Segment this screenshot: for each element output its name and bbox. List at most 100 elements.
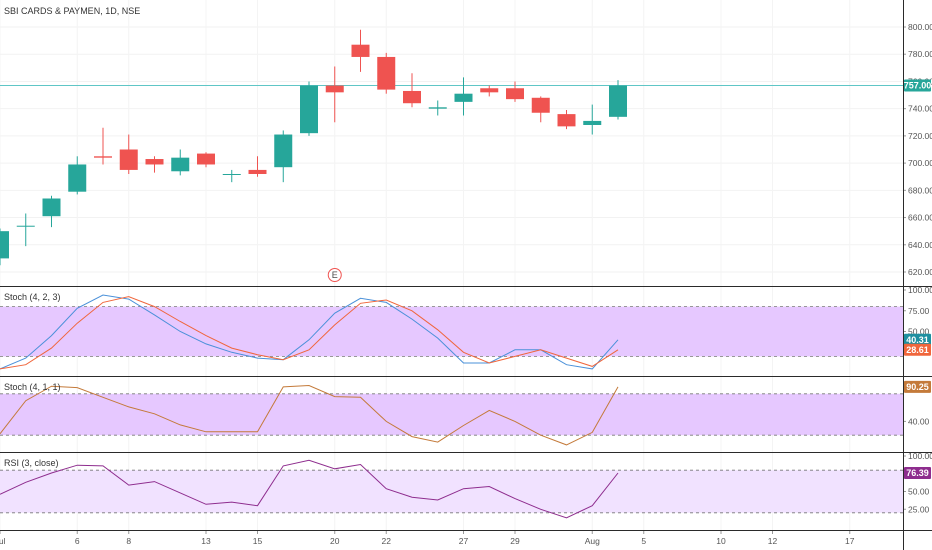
indicator-band <box>0 393 903 436</box>
candle <box>300 81 318 136</box>
candle <box>0 228 9 266</box>
candle-body <box>16 225 35 227</box>
time-tick-label: 27 <box>459 536 469 546</box>
candle-body <box>557 114 576 127</box>
candle-body <box>428 107 447 109</box>
time-tick-label: 22 <box>382 536 392 546</box>
indicator-value-badge-text: 40.31 <box>906 335 929 345</box>
candle <box>16 213 35 247</box>
indicator-value-badge: 28.61 <box>904 343 931 356</box>
candle <box>428 100 447 116</box>
candle-body <box>609 85 627 117</box>
indicator-series-line <box>0 384 619 446</box>
candle <box>171 149 190 176</box>
candle <box>145 156 164 173</box>
candle <box>325 66 344 123</box>
price-gridlines <box>0 0 903 530</box>
price-tick-label: 680.00 <box>908 185 932 195</box>
indicator-tick-label: 40.00 <box>908 416 930 426</box>
indicator-value-badge: 76.39 <box>904 467 931 480</box>
candle-body <box>480 88 499 93</box>
indicator-tick-label: 100.00 <box>908 285 932 295</box>
price-axis[interactable]: 620.00 640.00 660.00 680.00 700.00 720.00 740.… <box>903 22 932 277</box>
time-tick-label: 8 <box>126 536 131 546</box>
candle <box>94 127 112 165</box>
time-tick-label: 20 <box>330 536 340 546</box>
price-tick-label: 620.00 <box>908 267 932 277</box>
price-tick-label: 640.00 <box>908 240 932 250</box>
candle <box>197 152 215 168</box>
indicator-tick-label: 75.00 <box>908 306 930 316</box>
candle <box>531 96 550 123</box>
candle-body <box>454 93 473 102</box>
indicator-tick-label: 25.00 <box>908 504 930 514</box>
indicator-tick-label: 50.00 <box>908 327 930 337</box>
indicator-band <box>0 306 903 357</box>
candle-body <box>197 153 215 165</box>
indicator-value-badge-bg <box>904 380 931 393</box>
candle <box>480 85 499 97</box>
time-tick-label: 10 <box>716 536 726 546</box>
time-tick-label: 15 <box>253 536 263 546</box>
candle-body <box>119 149 138 170</box>
rsi-title: RSI (3, close) <box>4 458 59 468</box>
candle <box>454 77 473 116</box>
candle <box>68 156 87 195</box>
candle-body <box>222 174 241 175</box>
time-tick-label: Aug <box>585 536 600 546</box>
candle <box>557 110 576 130</box>
candle <box>222 169 241 183</box>
indicator-value-badge-bg <box>904 467 931 480</box>
price-tick-label: 720.00 <box>908 131 932 141</box>
candle-body <box>68 164 87 192</box>
candle-body <box>171 157 190 172</box>
candle-body <box>583 120 602 125</box>
stoch-411-pane[interactable]: 40.00 90.25 Stoch (4, 1, 1) <box>0 380 931 446</box>
indicator-series-line <box>0 294 619 370</box>
price-tick-label: 800.00 <box>908 22 932 32</box>
candle-body <box>42 198 61 217</box>
earnings-event-marker[interactable]: E <box>327 268 342 282</box>
time-tick-label: 5 <box>641 536 646 546</box>
candle <box>609 80 627 120</box>
time-axis-bg <box>0 531 932 550</box>
time-tick-label: Jul <box>0 536 6 546</box>
candle <box>377 52 396 94</box>
price-tick-label: 700.00 <box>908 158 932 168</box>
candle-body <box>351 44 370 57</box>
price-pane[interactable]: SBI CARDS & PAYMEN, 1D, NSE E 620.00 640.… <box>0 0 932 530</box>
candle <box>583 104 602 135</box>
indicator-value-badge: 40.31 <box>904 333 931 346</box>
price-tick-label: 740.00 <box>908 104 932 114</box>
stoch-411-title: Stoch (4, 1, 1) <box>4 382 61 392</box>
time-tick-label: 13 <box>201 536 211 546</box>
candle-body <box>0 231 9 259</box>
indicator-value-badge-text: 90.25 <box>906 382 929 392</box>
candle-body <box>274 134 293 168</box>
price-tick-label: 780.00 <box>908 49 932 59</box>
candle-body <box>145 159 164 165</box>
time-tick-label: 6 <box>75 536 80 546</box>
stoch-411-plot: 40.00 90.25 <box>0 380 931 446</box>
stoch-423-title: Stoch (4, 2, 3) <box>4 292 61 302</box>
indicator-band <box>0 470 903 513</box>
time-axis[interactable]: Jul 6 8 13 15 20 22 27 29 Aug 5 10 12 17 <box>0 531 932 550</box>
indicator-tick-label: 100.00 <box>908 451 932 461</box>
time-tick-label: 17 <box>845 536 855 546</box>
price-tick-label: 660.00 <box>908 213 932 223</box>
indicator-value-badge-text: 76.39 <box>906 468 929 478</box>
candle-body <box>248 169 267 174</box>
candle <box>274 130 293 183</box>
candle <box>351 29 370 72</box>
candle <box>506 81 524 102</box>
earnings-event-circle <box>327 268 342 282</box>
candle-body <box>403 90 421 104</box>
candle-body <box>531 97 550 113</box>
price-pane-title: SBI CARDS & PAYMEN, 1D, NSE <box>4 6 140 16</box>
last-price-badge-bg <box>904 79 931 92</box>
